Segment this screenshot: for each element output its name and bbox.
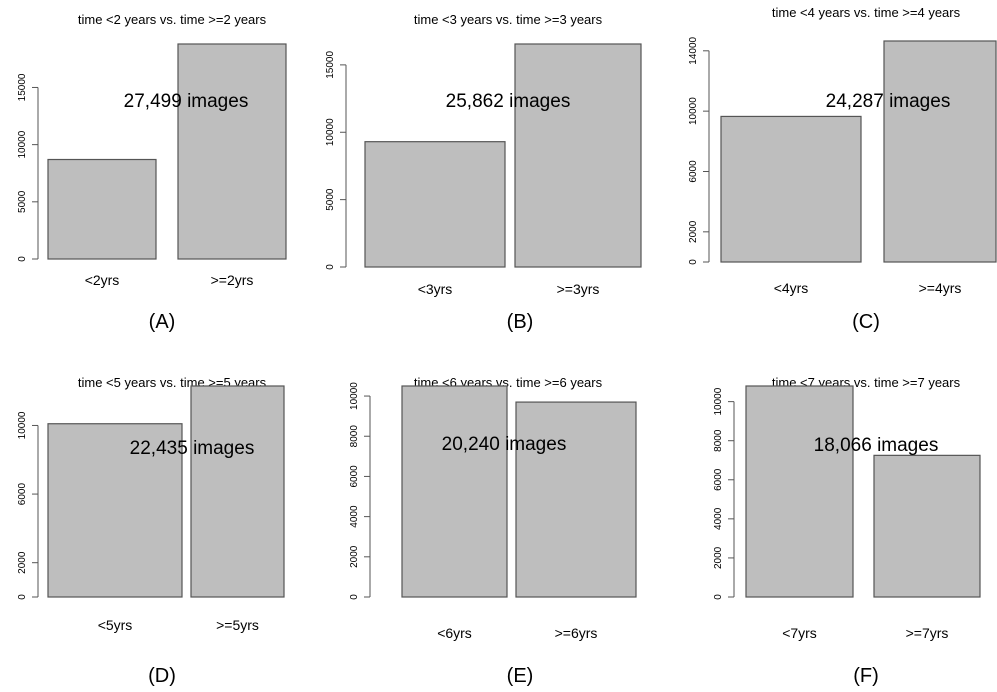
y-tick-label: 0: [349, 594, 360, 600]
category-label: >=2yrs: [211, 272, 254, 288]
y-tick-label: 5000: [17, 190, 28, 213]
bar-below-threshold: [745, 385, 854, 598]
image-count-annotation: 18,066 images: [814, 435, 939, 456]
chart-title: time <3 years vs. time >=3 years: [414, 12, 603, 27]
bar-above-threshold: [190, 385, 285, 598]
y-tick-label: 10000: [325, 118, 336, 146]
bar-above-threshold: [873, 454, 981, 598]
image-count-annotation: 22,435 images: [130, 438, 255, 459]
bar-below-threshold: [47, 158, 157, 260]
category-label: <7yrs: [782, 625, 817, 641]
bar-below-threshold: [720, 115, 862, 263]
y-tick-label: 0: [688, 259, 699, 265]
chart-title: time <4 years vs. time >=4 years: [772, 5, 961, 20]
panel-label: (D): [148, 665, 176, 687]
y-tick-label: 6000: [713, 468, 724, 491]
image-count-annotation: 20,240 images: [442, 434, 567, 455]
panel-label: (C): [852, 311, 880, 333]
y-tick-label: 2000: [713, 546, 724, 569]
category-label: <2yrs: [85, 272, 120, 288]
y-tick-label: 8000: [349, 425, 360, 448]
category-label: <5yrs: [98, 617, 133, 633]
y-tick-label: 6000: [17, 483, 28, 506]
y-tick-label: 6000: [688, 160, 699, 183]
panel-label: (E): [507, 665, 534, 687]
bar-below-threshold: [47, 423, 183, 598]
bar-above-threshold: [514, 43, 642, 268]
category-label: >=5yrs: [216, 617, 259, 633]
y-tick-label: 0: [17, 594, 28, 600]
y-tick-label: 6000: [349, 465, 360, 488]
y-tick-label: 10000: [349, 382, 360, 410]
category-label: >=6yrs: [555, 625, 598, 641]
bar-above-threshold: [883, 40, 997, 263]
category-label: >=7yrs: [906, 625, 949, 641]
y-tick-label: 0: [17, 256, 28, 262]
y-tick-label: 0: [713, 594, 724, 600]
y-tick-label: 15000: [325, 51, 336, 79]
bar-below-threshold: [401, 385, 508, 598]
bar-above-threshold: [515, 401, 637, 598]
image-count-annotation: 27,499 images: [124, 91, 249, 112]
category-label: <4yrs: [774, 280, 809, 296]
image-count-annotation: 25,862 images: [446, 91, 571, 112]
panel-label: (B): [507, 311, 534, 333]
y-tick-label: 10000: [17, 411, 28, 439]
category-label: >=4yrs: [919, 280, 962, 296]
y-tick-label: 2000: [688, 220, 699, 243]
bar-above-threshold: [177, 43, 287, 260]
category-label: >=3yrs: [557, 281, 600, 297]
bar-below-threshold: [364, 141, 506, 268]
y-tick-label: 10000: [713, 387, 724, 415]
y-tick-label: 14000: [688, 36, 699, 64]
image-count-annotation: 24,287 images: [826, 91, 951, 112]
y-tick-label: 0: [325, 264, 336, 270]
y-tick-label: 5000: [325, 188, 336, 211]
y-tick-label: 10000: [17, 130, 28, 158]
y-tick-label: 4000: [713, 507, 724, 530]
category-label: <3yrs: [418, 281, 453, 297]
y-tick-label: 2000: [17, 551, 28, 574]
panel-label: (A): [149, 311, 176, 333]
chart-title: time <2 years vs. time >=2 years: [78, 12, 267, 27]
y-tick-label: 8000: [713, 429, 724, 452]
y-tick-label: 2000: [349, 545, 360, 568]
y-tick-label: 15000: [17, 73, 28, 101]
panel-label: (F): [853, 665, 879, 687]
category-label: <6yrs: [437, 625, 472, 641]
y-tick-label: 10000: [688, 97, 699, 125]
y-tick-label: 4000: [349, 505, 360, 528]
